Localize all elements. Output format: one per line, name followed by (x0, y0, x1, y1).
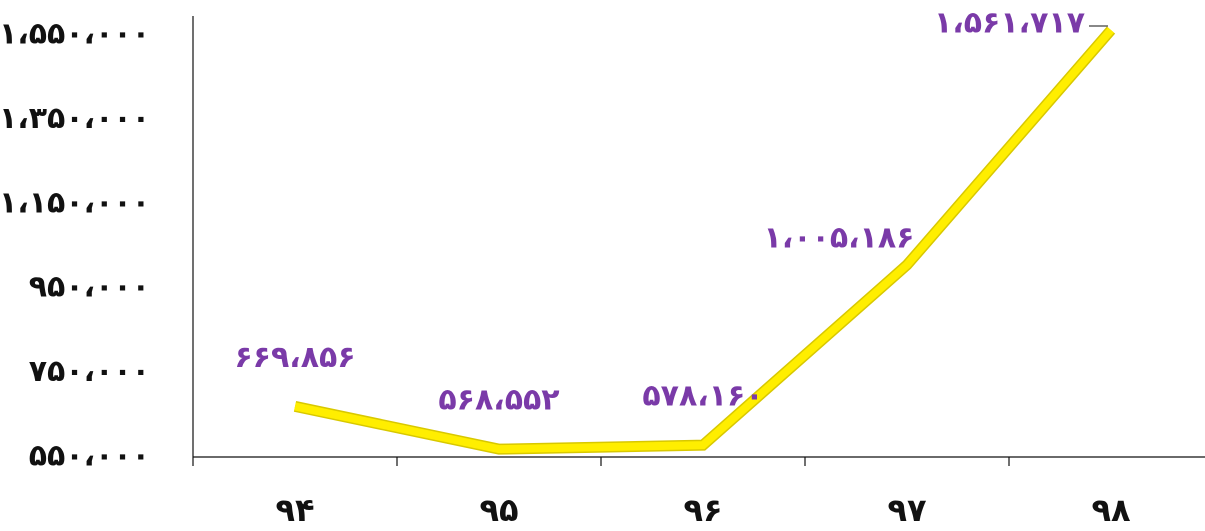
data-label: ۵۶۸،۵۵۲ (438, 383, 559, 418)
series-line (294, 27, 1115, 454)
x-tick-label: ۹۶ (683, 491, 722, 526)
y-tick-labels: ۵۵۰،۰۰۰ ۷۵۰،۰۰۰ ۹۵۰،۰۰۰ ۱،۱۵۰،۰۰۰ ۱،۳۵۰،۰۰۰ ۱… (0, 17, 150, 474)
y-tick-label: ۱،۱۵۰،۰۰۰ (0, 185, 150, 220)
data-label: ۱،۵۶۱،۷۱۷ (934, 6, 1085, 41)
x-tick-label: ۹۸ (1091, 491, 1131, 526)
y-tick-label: ۵۵۰،۰۰۰ (29, 439, 150, 474)
y-tick-label: ۱،۳۵۰،۰۰۰ (0, 101, 150, 136)
data-label: ۵۷۸،۱۶۰ (642, 379, 763, 414)
x-tick-labels: ۹۴ ۹۵ ۹۶ ۹۷ ۹۸ (275, 491, 1131, 529)
data-label: ۶۶۹،۸۵۶ (234, 340, 355, 375)
y-tick-label: ۱،۵۵۰،۰۰۰ (0, 17, 150, 52)
x-tick-label: ۹۵ (479, 491, 518, 526)
y-tick-label: ۹۵۰،۰۰۰ (29, 270, 150, 305)
data-label: ۱،۰۰۵،۱۸۶ (764, 220, 915, 255)
y-tick-label: ۷۵۰،۰۰۰ (29, 354, 150, 389)
data-labels: ۶۶۹،۸۵۶ ۵۶۸،۵۵۲ ۵۷۸،۱۶۰ ۱،۰۰۵،۱۸۶ ۱،۵۶۱،۷۱۷ (234, 6, 1108, 418)
x-tick-label: ۹۴ (275, 491, 314, 526)
axes (192, 16, 1205, 466)
series-line (293, 26, 1116, 455)
x-tick-label: ۹۷ (887, 491, 927, 526)
